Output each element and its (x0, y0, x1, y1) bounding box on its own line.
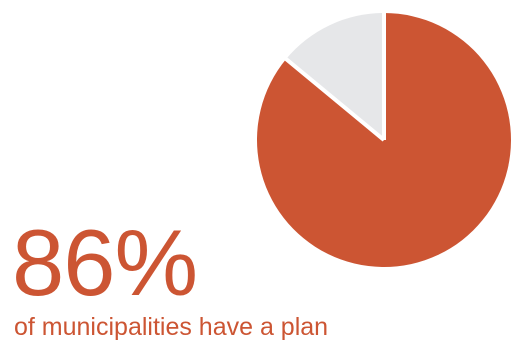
pie-chart (257, 12, 511, 267)
pie-divider-2 (284, 56, 386, 142)
headline-caption: of municipalities have a plan (14, 313, 329, 341)
headline-percentage: 86% (12, 210, 198, 315)
pie-slice-2 (286, 12, 384, 140)
